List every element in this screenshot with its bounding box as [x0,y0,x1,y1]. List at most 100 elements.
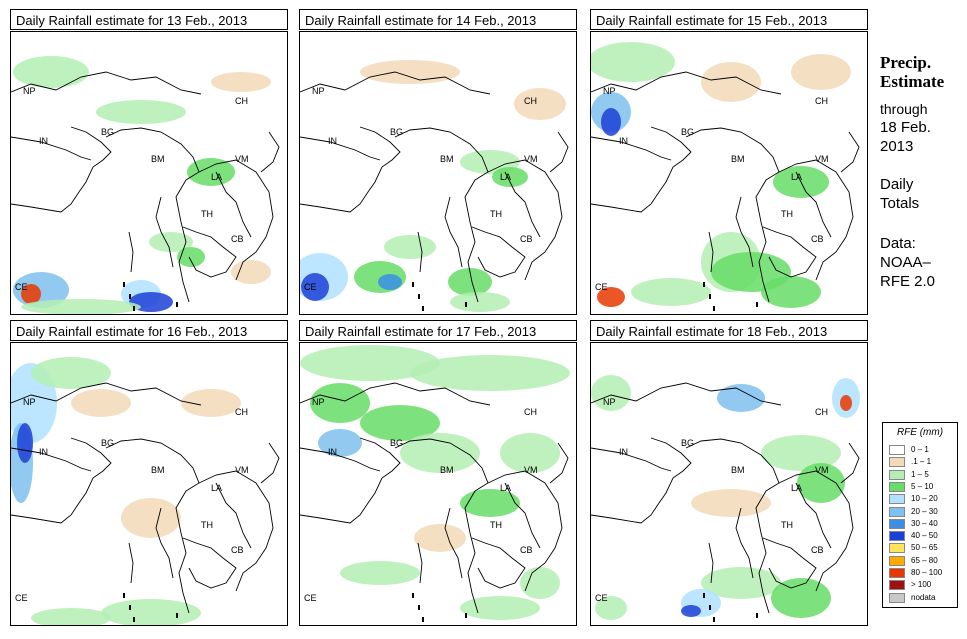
island-mark [703,593,705,598]
country-label-ch: CH [524,407,537,417]
date-line: 2013 [880,138,914,155]
border-line [795,171,832,238]
island-mark [422,306,424,311]
border-line [260,442,280,484]
border-line [735,507,754,579]
country-label-bg: BG [681,438,694,448]
rainfall-area [591,375,631,411]
border-line [444,196,463,268]
country-label-ch: CH [235,96,248,106]
legend-swatch [889,494,905,505]
rainfall-area [187,158,235,186]
rainfall-area [460,596,540,620]
legend-item: 50 – 65 [889,543,955,554]
island-mark [176,302,178,307]
rainfall-area [300,345,440,381]
legend-item: nodata [889,592,955,604]
rainfall-area [500,433,560,473]
rainfall-area [597,287,625,307]
country-label-np: NP [23,397,36,407]
rainfall-map: NP CH IN BG BM VM LA TH CB CE [590,342,868,626]
island-mark [422,617,424,622]
border-line [762,226,817,278]
legend-swatch [889,531,905,542]
rainfall-area [771,578,831,618]
rainfall-area [310,383,370,423]
rainfall-area [691,489,771,517]
country-label-la: LA [791,172,802,182]
border-line [840,131,860,173]
legend-swatch [889,555,905,566]
border-line [105,438,200,614]
border-line [128,542,134,584]
legend-label: 30 – 40 [911,518,938,528]
country-label-la: LA [500,483,511,493]
through-date: 18 Feb. 2013 [880,118,931,156]
country-label-np: NP [23,86,36,96]
rainfall-area [31,608,111,625]
border-line [504,171,541,238]
island-mark [465,613,467,618]
border-line [591,447,672,472]
country-label-ce: CE [595,593,608,603]
country-label-in: IN [328,136,337,146]
border-line [11,126,112,213]
rainfall-area [360,405,440,441]
country-label-ch: CH [524,96,537,106]
legend-item: 0 – 1 [889,445,955,456]
rainfall-area [301,273,329,301]
legend-swatch [889,568,905,578]
legend-label: 40 – 50 [911,531,938,541]
border-line [155,507,174,579]
daily-totals-text: Daily Totals [880,175,919,213]
legend-label: 65 – 80 [911,555,938,565]
country-label-bm: BM [151,154,165,164]
rainfall-area [460,489,520,517]
side-title-line: Estimate [880,72,945,91]
rainfall-area [177,247,205,267]
rainfall-area [96,100,186,124]
country-label-bm: BM [440,154,454,164]
country-label-in: IN [39,136,48,146]
legend-label: > 100 [911,580,932,590]
rainfall-area [514,88,566,120]
island-mark [123,593,125,598]
rainfall-area [631,278,711,306]
country-label-in: IN [619,136,628,146]
legend-label: 5 – 10 [911,481,934,491]
rainfall-area [384,235,436,259]
island-mark [703,282,705,287]
border-line [198,470,274,592]
country-label-vm: VM [235,154,249,164]
border-line [300,382,491,406]
legend-swatch [889,518,905,529]
daily-line: Totals [880,195,920,212]
country-label-cb: CB [520,234,533,244]
country-label-bm: BM [440,465,454,475]
rainfall-area [149,232,193,252]
rainfall-area [717,384,765,412]
country-label-bg: BG [101,438,114,448]
country-label-la: LA [500,172,511,182]
side-title: Precip. Estimate [880,53,944,91]
panel-title: Daily Rainfall estimate for 13 Feb., 201… [10,9,288,30]
border-line [685,438,780,614]
rainfall-map: NP CH IN BG BM VM LA TH CB CE [590,31,868,315]
island-mark [465,302,467,307]
rainfall-area [410,355,570,391]
data-line: NOAA– [880,254,931,271]
island-mark [709,294,711,299]
rainfall-area [400,433,480,473]
rainfall-area [450,292,510,312]
legend-swatch [889,506,905,517]
legend-label: 0 – 1 [911,445,929,454]
country-label-vm: VM [524,465,538,475]
panel-title: Daily Rainfall estimate for 16 Feb., 201… [10,320,288,341]
rainfall-area [121,498,181,538]
country-label-ce: CE [15,282,28,292]
border-line [300,437,401,524]
rainfall-area [761,276,821,308]
country-label-np: NP [603,86,616,96]
rainfall-area [797,463,845,503]
legend-item: 30 – 40 [889,518,955,530]
